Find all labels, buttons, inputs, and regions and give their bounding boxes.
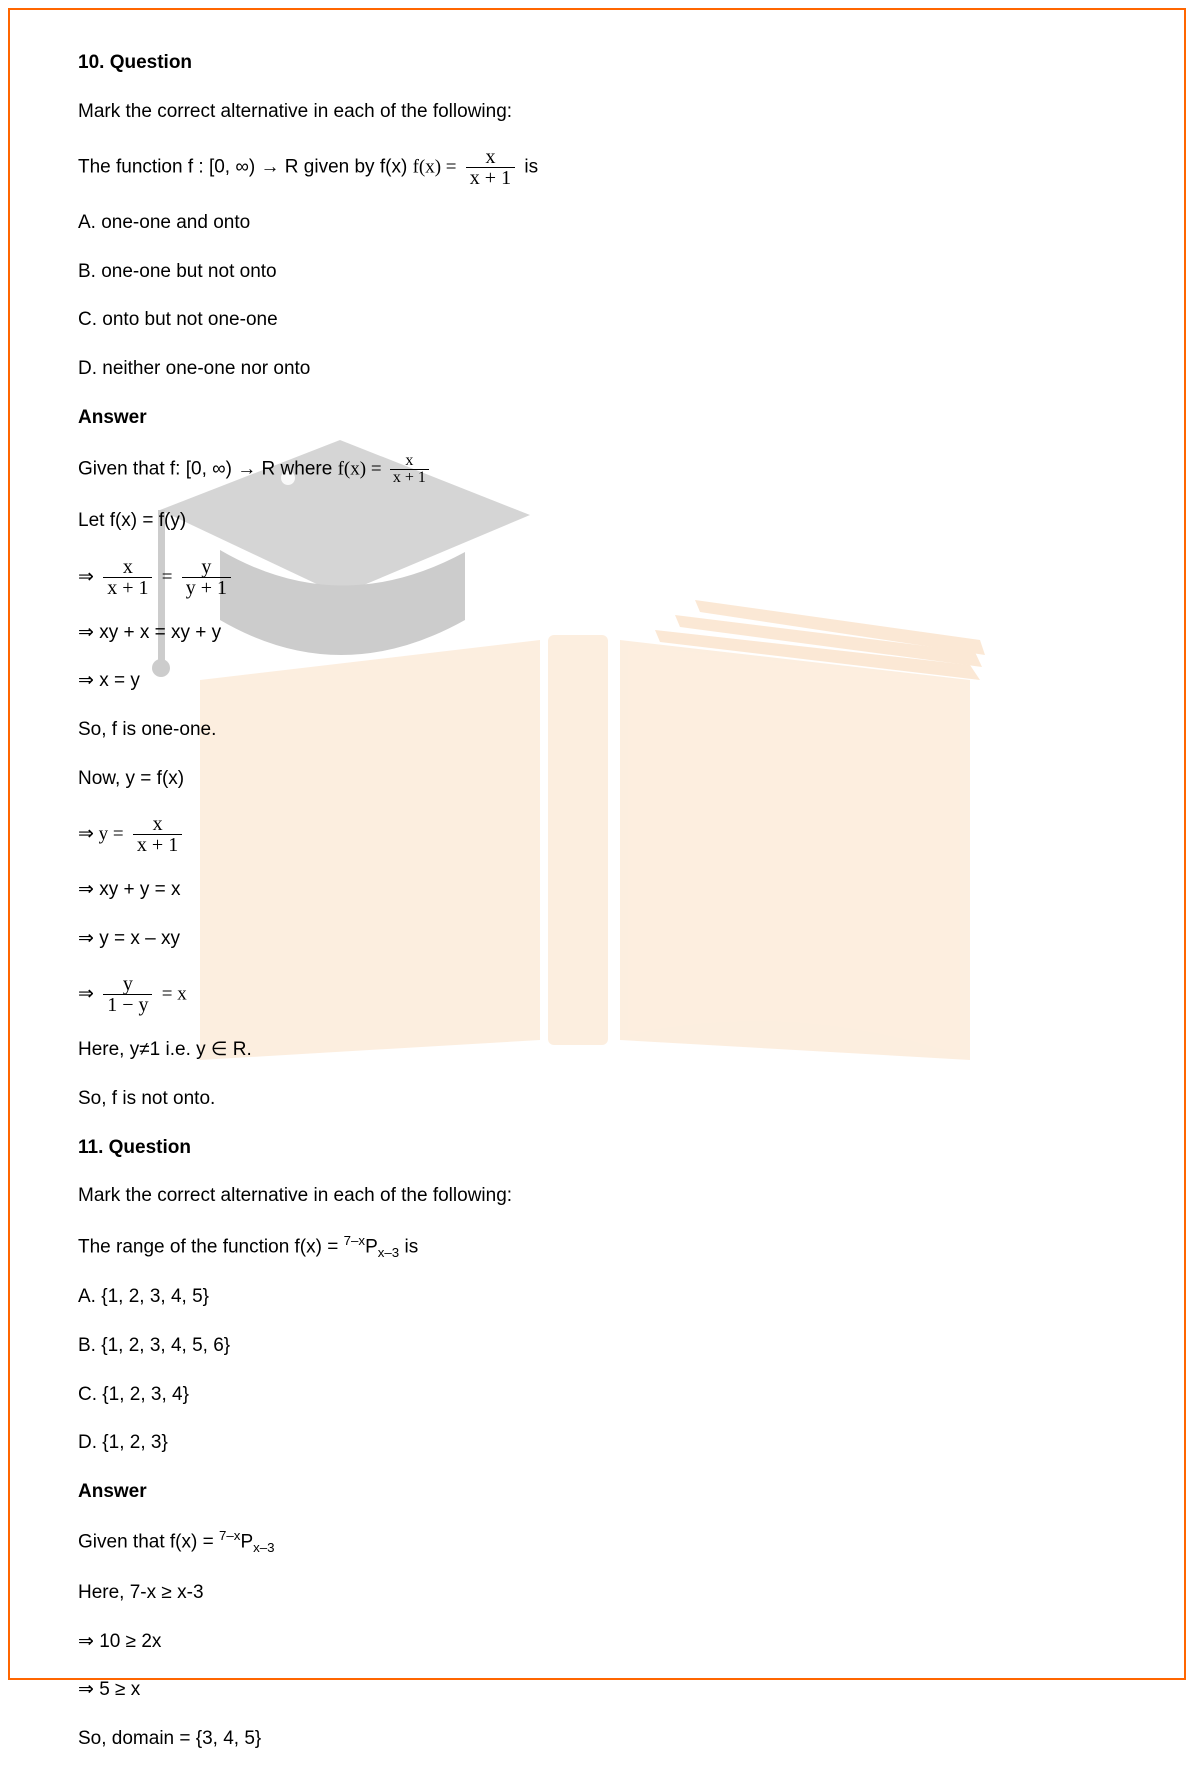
sub: x–3	[253, 1541, 274, 1556]
frac-num: y	[103, 974, 152, 994]
frac-den: y + 1	[182, 577, 231, 598]
q11-ans1: Given that f(x) = 7–xPx–3	[78, 1527, 1116, 1558]
q10-ans9: ⇒ xy + y = x	[78, 877, 1116, 904]
frac-den: x + 1	[390, 469, 429, 486]
q10-ans8-pre: ⇒ y =	[78, 824, 124, 845]
q10-ans1: Given that f: [0, ∞) → R where f(x) = x …	[78, 453, 1116, 486]
q11-optA: A. {1, 2, 3, 4, 5}	[78, 1284, 1116, 1311]
q11-answer-heading: Answer	[78, 1479, 1116, 1506]
q11-ans3: ⇒ 10 ≥ 2x	[78, 1629, 1116, 1656]
q10-answer-heading: Answer	[78, 405, 1116, 432]
p: P	[365, 1236, 378, 1257]
frac-num: x	[466, 147, 515, 167]
q10-stem-post: is	[524, 157, 538, 178]
q10-ans7: Now, y = f(x)	[78, 766, 1116, 793]
frac-num: y	[182, 557, 231, 577]
frac-den: 1 − y	[103, 994, 152, 1015]
equals: =	[162, 566, 173, 587]
arrow: ⇒	[78, 984, 94, 1005]
q11-optB: B. {1, 2, 3, 4, 5, 6}	[78, 1333, 1116, 1360]
frac-num: x	[133, 814, 182, 834]
q10-stem-fx: f(x) =	[413, 157, 457, 178]
frac: y 1 − y	[103, 974, 152, 1015]
q10-optD: D. neither one-one nor onto	[78, 356, 1116, 383]
q10-optB: B. one-one but not onto	[78, 259, 1116, 286]
q10-ans13: So, f is not onto.	[78, 1086, 1116, 1113]
q11-ans2: Here, 7-x ≥ x-3	[78, 1580, 1116, 1607]
q11-stem-pre: The range of the function f(x) =	[78, 1236, 344, 1257]
frac-den: x + 1	[133, 834, 182, 855]
q10-ans8: ⇒ y = x x + 1	[78, 814, 1116, 855]
q11-stem-post: is	[399, 1236, 418, 1257]
q10-ans1-pre: Given that f: [0, ∞) → R where	[78, 459, 338, 480]
frac-num: x	[103, 557, 152, 577]
frac-den: x + 1	[103, 577, 152, 598]
q10-ans5: ⇒ x = y	[78, 668, 1116, 695]
sub: x–3	[378, 1245, 399, 1260]
q11-intro: Mark the correct alternative in each of …	[78, 1183, 1116, 1210]
frac: x x + 1	[103, 557, 152, 598]
sup: 7–x	[344, 1233, 365, 1248]
frac: x x + 1	[133, 814, 182, 855]
q10-ans12: Here, y≠1 i.e. y ∈ R.	[78, 1037, 1116, 1064]
q11-ans4: ⇒ 5 ≥ x	[78, 1677, 1116, 1704]
q10-ans1-frac: x x + 1	[390, 453, 429, 486]
q10-ans6: So, f is one-one.	[78, 717, 1116, 744]
q10-optA: A. one-one and onto	[78, 210, 1116, 237]
q11-heading: 11. Question	[78, 1135, 1116, 1162]
q10-ans4: ⇒ xy + x = xy + y	[78, 620, 1116, 647]
q10-ans2: Let f(x) = f(y)	[78, 508, 1116, 535]
q11-ans5: So, domain = {3, 4, 5}	[78, 1726, 1116, 1753]
document-content: 10. Question Mark the correct alternativ…	[78, 50, 1116, 1775]
frac-num: x	[390, 453, 429, 469]
q11-stem: The range of the function f(x) = 7–xPx–3…	[78, 1232, 1116, 1263]
q10-stem: The function f : [0, ∞) → R given by f(x…	[78, 147, 1116, 188]
q10-ans11-post: = x	[162, 984, 187, 1005]
q10-stem-pre: The function f : [0, ∞) → R given by f(x…	[78, 157, 413, 178]
arrow: ⇒	[78, 566, 94, 587]
q10-ans3: ⇒ x x + 1 = y y + 1	[78, 557, 1116, 598]
q10-ans10: ⇒ y = x – xy	[78, 926, 1116, 953]
q11-optC: C. {1, 2, 3, 4}	[78, 1382, 1116, 1409]
q10-ans11: ⇒ y 1 − y = x	[78, 974, 1116, 1015]
frac-den: x + 1	[466, 167, 515, 188]
q11-optD: D. {1, 2, 3}	[78, 1430, 1116, 1457]
q10-heading: 10. Question	[78, 50, 1116, 77]
q10-intro: Mark the correct alternative in each of …	[78, 99, 1116, 126]
q10-ans1-fx: f(x) =	[338, 459, 382, 480]
p: P	[240, 1532, 253, 1553]
q11-ans1-pre: Given that f(x) =	[78, 1532, 219, 1553]
sup: 7–x	[219, 1528, 240, 1543]
frac: y y + 1	[182, 557, 231, 598]
q10-optC: C. onto but not one-one	[78, 307, 1116, 334]
q10-stem-frac: x x + 1	[466, 147, 515, 188]
